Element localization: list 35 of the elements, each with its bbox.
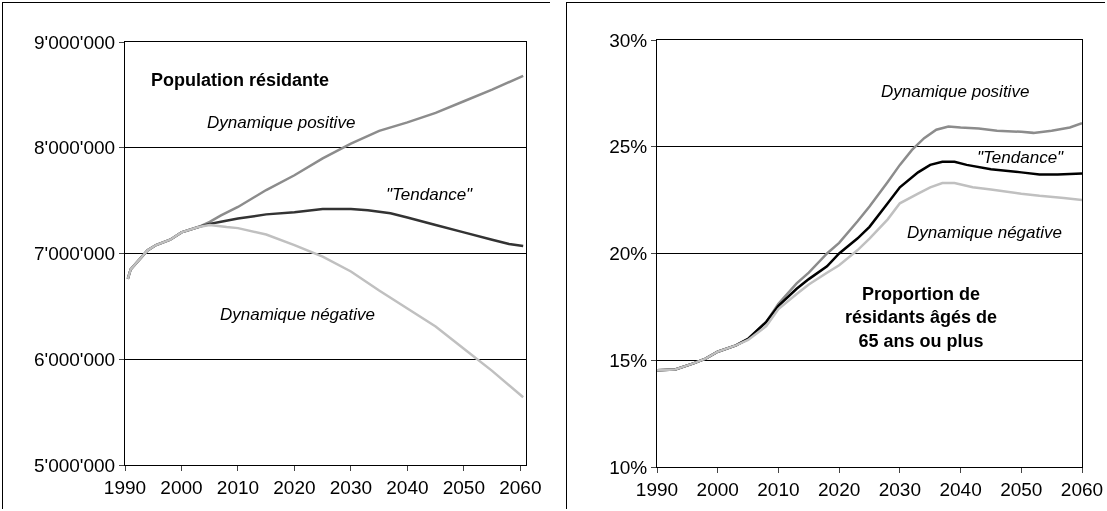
y-tick-label: 6'000'000 <box>33 348 116 370</box>
x-tick-label: 2040 <box>939 478 982 500</box>
x-tick-label: 2010 <box>216 476 260 498</box>
y-tick-label: 30% <box>609 29 648 51</box>
y-tick-label: 20% <box>609 243 648 265</box>
series-label: Dynamique négative <box>220 305 375 324</box>
x-tick-label: 2060 <box>1060 478 1104 500</box>
series-label: Dynamique négative <box>907 223 1062 242</box>
y-tick-label: 10% <box>609 456 648 478</box>
text: Population résidante <box>151 70 330 90</box>
x-tick-label: 2030 <box>329 476 373 498</box>
x-tick-label: 2020 <box>818 478 861 500</box>
x-tick-label: 2040 <box>386 476 429 498</box>
x-tick-label: 2000 <box>696 478 739 500</box>
y-tick-label: 15% <box>609 349 648 371</box>
x-tick-label: 2060 <box>499 476 542 498</box>
x-tick-label: 2050 <box>442 476 486 498</box>
line-series <box>126 223 525 399</box>
series-label: Dynamique positive <box>881 82 1030 101</box>
x-tick-label: 2050 <box>1000 478 1043 500</box>
y-tick-label: 25% <box>609 136 648 158</box>
series-label: "Tendance" <box>977 148 1065 167</box>
y-tick-label: 8'000'000 <box>33 137 116 159</box>
x-tick-label: 2030 <box>878 478 921 500</box>
x-tick-label: 1990 <box>635 478 679 500</box>
x-tick-label: 2000 <box>160 476 203 498</box>
y-tick-label: 9'000'000 <box>33 31 116 53</box>
x-tick-label: 2010 <box>757 478 800 500</box>
text: Proportion de résidants âgés de 65 ans ou plus <box>845 284 998 351</box>
x-tick-label: 2020 <box>273 476 316 498</box>
x-tick-label: 1990 <box>103 476 147 498</box>
series-label: Dynamique positive <box>207 113 356 132</box>
y-tick-label: 7'000'000 <box>33 243 116 265</box>
series-label: "Tendance" <box>386 185 474 204</box>
y-tick-label: 5'000'000 <box>33 454 116 476</box>
